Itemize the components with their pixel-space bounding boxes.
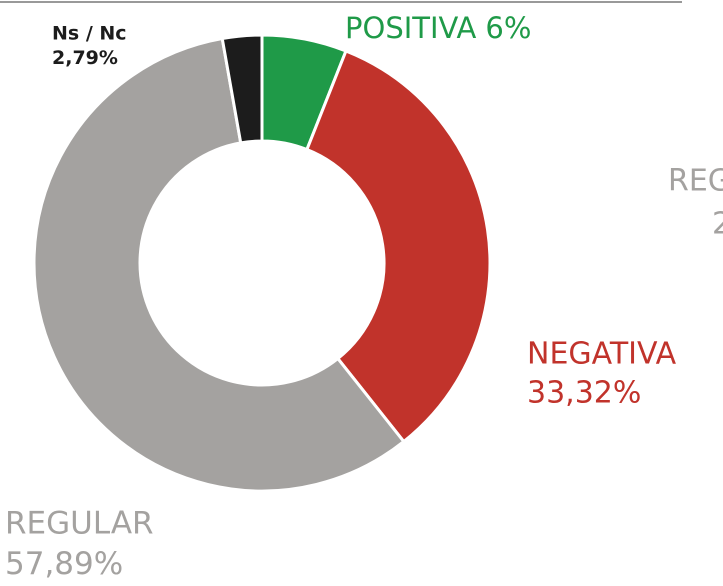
cropped-label: REG bbox=[668, 164, 723, 199]
slice bbox=[304, 49, 492, 444]
slice-value: 2,79% bbox=[52, 47, 118, 69]
slice-name: POSITIVA bbox=[345, 11, 477, 45]
slice-name: NEGATIVA bbox=[527, 337, 677, 372]
slice-name: REGULAR bbox=[5, 506, 154, 542]
cropped-label: 2 bbox=[712, 207, 723, 242]
slice-name: Ns / Nc bbox=[52, 23, 127, 45]
slice-value: 6% bbox=[485, 11, 531, 45]
labels: POSITIVA 6% NEGATIVA 33,32% REGULAR 57,89% Ns … bbox=[5, 11, 723, 582]
slice bbox=[32, 36, 406, 493]
slice bbox=[220, 33, 264, 145]
slice-value: 57,89% bbox=[5, 546, 123, 582]
slice-label: POSITIVA 6% bbox=[345, 11, 531, 45]
donut bbox=[32, 33, 492, 493]
slice-value: 33,32% bbox=[527, 376, 641, 411]
